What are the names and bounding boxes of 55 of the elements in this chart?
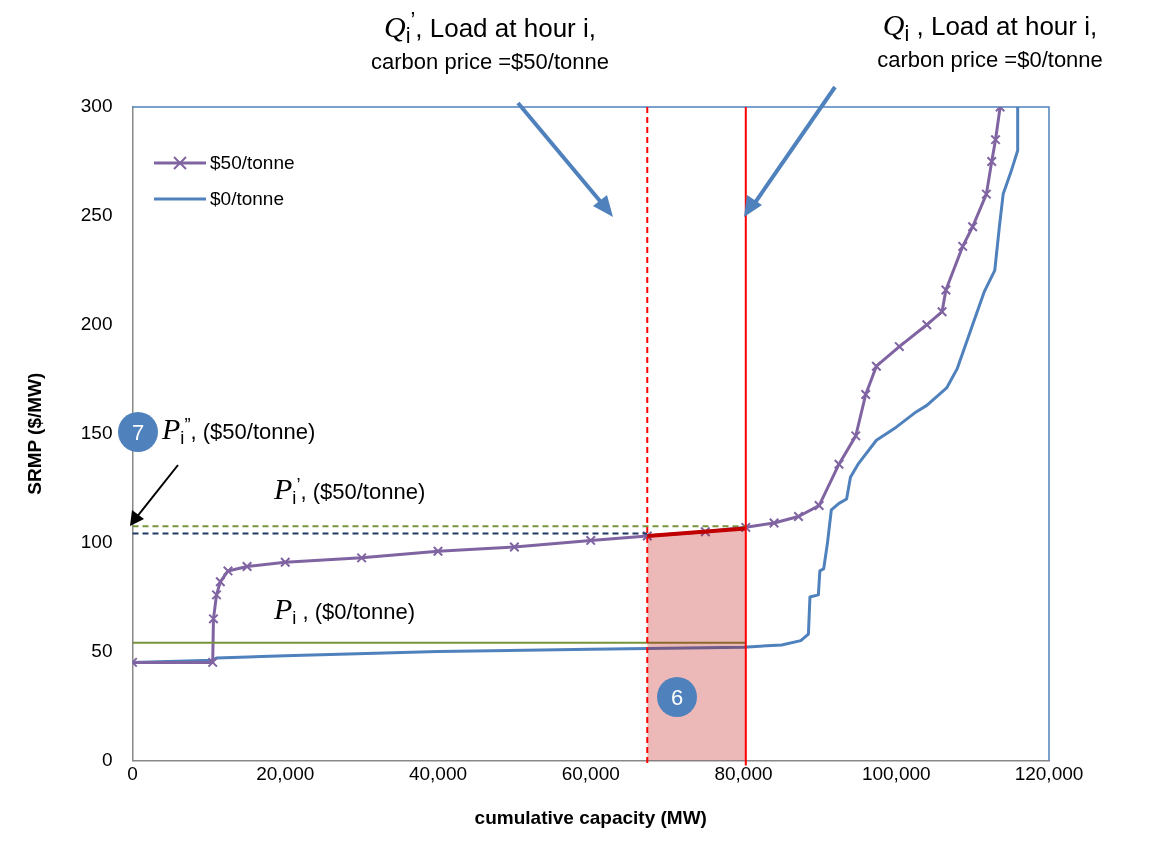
y-axis-title: SRMP ($/MW)	[23, 372, 45, 495]
x-tick-label: 40,000	[408, 763, 468, 785]
point	[793, 511, 804, 522]
point	[432, 546, 444, 557]
point	[850, 430, 862, 442]
y-tick-label: 200	[80, 313, 113, 335]
point	[280, 556, 291, 568]
x-tick-label: 80,000	[714, 763, 773, 785]
point	[241, 561, 253, 572]
x-tick-label: 0	[127, 763, 138, 785]
x-tick-label: 100,000	[861, 763, 931, 785]
point	[356, 552, 367, 564]
point	[740, 522, 752, 533]
point	[936, 306, 948, 317]
point	[833, 458, 845, 470]
y-tick-label: 150	[80, 421, 113, 443]
text: Q$_{i}$$^{’}$, Load at hour i, carbon price =$50/tonne	[370, 7, 610, 75]
point	[509, 541, 520, 553]
x-axis-title: cumulative capacity (MW)	[474, 806, 707, 828]
point	[981, 188, 992, 200]
point	[215, 576, 226, 588]
annotation: P$_{i}$$^{’}$, ($50/tonne)	[274, 472, 426, 509]
text: Q$_{i}$ , Load at hour i, carbon price =$0/tonne	[876, 8, 1104, 73]
y-tick-label: 100	[80, 530, 113, 552]
y-tick-label: 300	[80, 95, 113, 117]
x-tick-label: 120,000	[1014, 763, 1084, 785]
point	[967, 221, 978, 233]
point	[207, 657, 218, 668]
legend-label: $50/tonne	[210, 152, 295, 174]
annotation: P$_{i}$$^{”}$, ($50/tonne)	[162, 412, 316, 449]
point	[860, 389, 871, 400]
point	[921, 319, 933, 331]
point	[813, 500, 825, 511]
y-tick-label: 50	[91, 639, 113, 661]
point	[940, 284, 952, 296]
annotation: P$_{i}$ , ($0/tonne)	[274, 592, 416, 629]
point	[211, 589, 222, 601]
point	[768, 517, 780, 529]
point	[208, 613, 219, 625]
point	[222, 565, 234, 577]
legend-label: $0/tonne	[210, 188, 284, 210]
point	[700, 526, 711, 537]
point	[986, 156, 997, 167]
x-tick-label: 60,000	[561, 763, 620, 785]
x-tick-label: 20,000	[256, 763, 315, 785]
y-tick-label: 0	[101, 748, 113, 770]
y-tick-label: 250	[80, 204, 113, 226]
point	[957, 241, 968, 252]
point	[990, 134, 1001, 145]
point	[642, 530, 653, 542]
point	[871, 360, 882, 372]
annotation: 7	[131, 420, 145, 445]
point	[894, 341, 905, 352]
annotation: 6	[670, 685, 684, 710]
point	[585, 535, 596, 546]
